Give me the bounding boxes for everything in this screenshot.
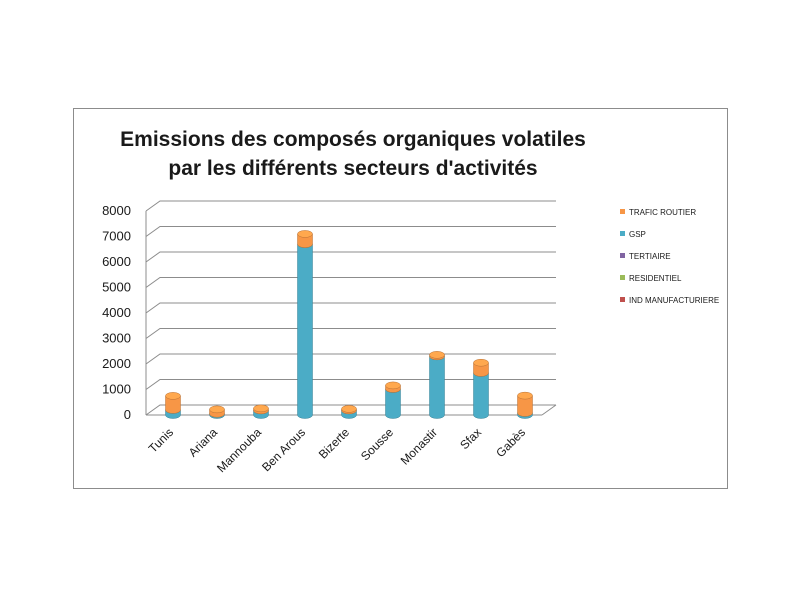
x-tick-label: Mannouba — [214, 425, 264, 475]
y-tick-label: 0 — [124, 407, 131, 422]
y-tick-label: 3000 — [102, 331, 131, 346]
gridline — [145, 200, 556, 212]
bar-cap — [429, 351, 445, 359]
gridline — [145, 277, 556, 288]
x-tick-label: Gabès — [493, 425, 528, 460]
gridline — [145, 379, 556, 390]
bar-cap — [385, 381, 401, 390]
bar-cap — [341, 405, 357, 413]
legend-swatch — [620, 253, 625, 258]
legend-label: GSP — [629, 230, 646, 239]
legend: TRAFIC ROUTIER GSP TERTIAIRE RESIDENTIEL IND… — [620, 207, 728, 317]
legend-swatch — [620, 275, 625, 280]
y-tick-label: 7000 — [102, 229, 131, 244]
bar-segment — [517, 395, 533, 417]
legend-item: TRAFIC ROUTIER — [620, 207, 728, 218]
gridline — [145, 251, 556, 263]
x-tick-label: Ariana — [186, 425, 221, 460]
bar-segment — [385, 388, 401, 419]
gridline — [145, 353, 556, 365]
x-tick-label: Monastir — [398, 425, 440, 467]
y-tick-label: 4000 — [102, 305, 131, 320]
bar-cap — [253, 404, 269, 413]
floor-edge — [541, 404, 557, 416]
bars — [165, 230, 533, 419]
grid — [145, 200, 557, 416]
bar-cap — [165, 392, 181, 400]
x-tick-label: Sousse — [358, 425, 396, 463]
bar-segment — [165, 395, 181, 414]
legend-label: TRAFIC ROUTIER — [629, 208, 697, 217]
chart-title-line-1: Emissions des composés organiques volati… — [120, 128, 586, 151]
bar-segment — [429, 356, 445, 419]
bar-segment — [297, 233, 313, 248]
legend-item: IND MANUFACTURIERE — [620, 295, 728, 306]
bar-cap — [209, 405, 225, 414]
legend-swatch — [620, 231, 625, 236]
x-tick-label: Sfax — [457, 425, 484, 452]
bar-cap — [517, 391, 533, 400]
bar-segment — [297, 243, 313, 419]
legend-item: GSP — [620, 229, 728, 240]
chart-title: Emissions des composés organiques volati… — [74, 125, 632, 183]
legend-label: TERTIAIRE — [629, 252, 671, 261]
y-tick-label: 5000 — [102, 280, 131, 295]
legend-item: TERTIAIRE — [620, 251, 728, 262]
chart-plot: 0 1000 2000 3000 4000 5000 6000 7000 8000 Tunis A… — [102, 200, 557, 475]
bar-cap — [473, 358, 489, 367]
legend-label: RESIDENTIEL — [629, 274, 682, 283]
legend-item: RESIDENTIEL — [620, 273, 728, 284]
y-tick-label: 1000 — [102, 382, 131, 397]
chart-frame: Emissions des composés organiques volati… — [73, 108, 728, 489]
y-tick-label: 6000 — [102, 254, 131, 269]
gridline — [145, 404, 556, 416]
bar-segment — [473, 362, 489, 377]
bar-segment — [473, 372, 489, 419]
x-tick-label: Bizerte — [316, 425, 353, 462]
y-tick-label: 8000 — [102, 203, 131, 218]
legend-swatch — [620, 209, 625, 214]
gridline — [145, 226, 556, 237]
x-tick-label: Ben Arous — [259, 425, 308, 474]
y-axis: 0 1000 2000 3000 4000 5000 6000 7000 8000 — [102, 203, 131, 422]
y-tick-label: 2000 — [102, 356, 131, 371]
x-tick-label: Tunis — [146, 425, 176, 455]
gridline — [145, 328, 556, 339]
legend-swatch — [620, 297, 625, 302]
chart-title-line-2: par les différents secteurs d'activités — [168, 157, 538, 180]
gridline — [145, 302, 556, 314]
bar-cap — [297, 230, 313, 238]
legend-label: IND MANUFACTURIERE — [629, 296, 720, 305]
